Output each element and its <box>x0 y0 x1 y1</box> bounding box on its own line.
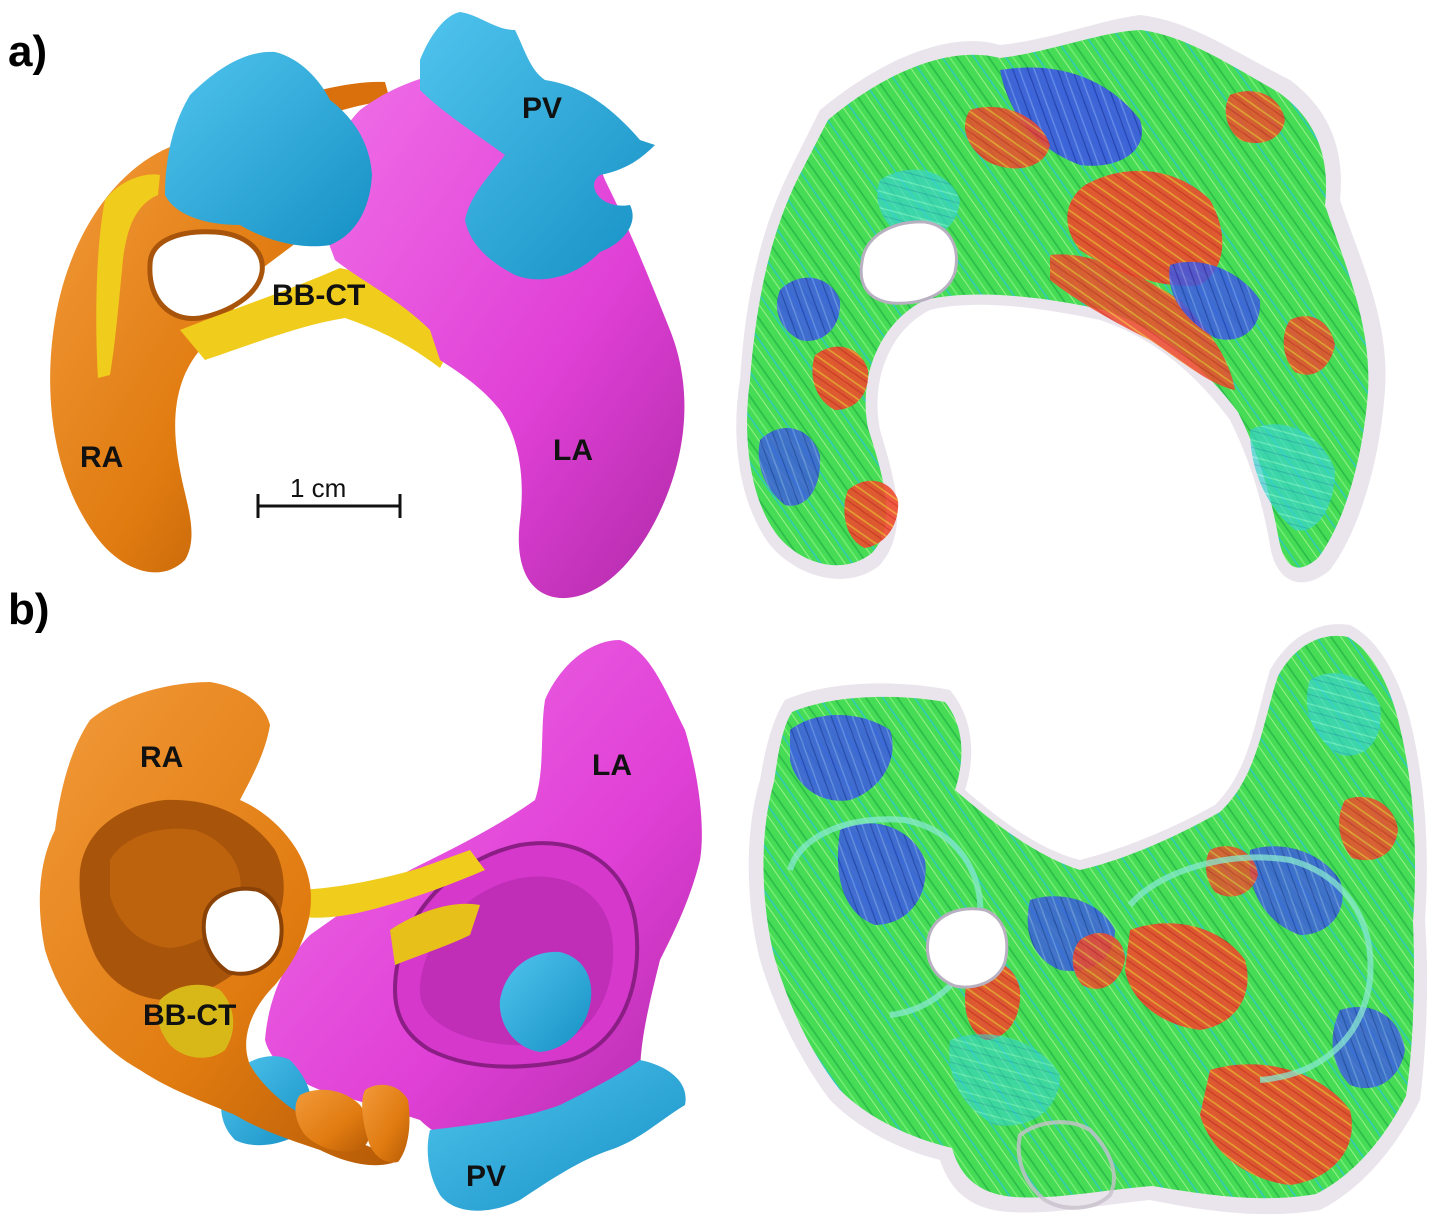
fiber-ring-left-b <box>787 816 984 1018</box>
fiber-red-patch-a3 <box>965 106 1050 169</box>
fiber-bottom-appendage-b <box>1016 1120 1116 1210</box>
fiber-hole-a <box>859 220 958 305</box>
label-la-a: LA <box>553 434 593 467</box>
fiber-cyan-patch-a1 <box>1250 424 1335 531</box>
pv-inner-b <box>499 951 592 1052</box>
pv-bottom-b <box>427 1060 686 1211</box>
fiber-blue-patch-b4 <box>1249 846 1343 935</box>
bbct-inner-b <box>390 903 480 965</box>
fiber-red-patch-b1 <box>1125 923 1248 1030</box>
panel-letter-a: a) <box>8 27 47 76</box>
panel-b-anatomy: b) RA LA BB-CT PV <box>8 585 702 1211</box>
fiber-cyan-patch-a2 <box>877 169 960 240</box>
label-pv-b: PV <box>466 1160 506 1193</box>
pv-shape-a-left <box>165 51 372 247</box>
fiber-cyan-patch-b2 <box>949 1034 1060 1126</box>
fiber-red-patch-a7 <box>1225 91 1285 144</box>
ra-hole-a <box>147 229 265 321</box>
label-bbct-b: BB-CT <box>143 999 236 1032</box>
fiber-red-patch-b4 <box>1072 932 1125 989</box>
fiber-red-patch-a1 <box>1067 170 1223 286</box>
fiber-hole-b <box>925 907 1009 989</box>
panel-a-anatomy: a) PV BB-CT RA LA 1 cm <box>8 12 685 599</box>
ra-hole-b <box>201 886 284 976</box>
fiber-red-patch-b5 <box>1339 796 1398 861</box>
ra-lower2-b <box>362 1084 410 1163</box>
bbct-shape-b <box>157 984 234 1058</box>
label-bbct-a: BB-CT <box>272 279 365 312</box>
fiber-red-patch-a6 <box>1283 316 1335 375</box>
label-la-b: LA <box>592 749 632 782</box>
fiber-red-patch-a5 <box>844 480 899 548</box>
bbct-shape-a <box>96 174 160 378</box>
fiber-blue-patch-a2 <box>776 277 841 341</box>
fiber-cyan-patch-b1 <box>1306 673 1381 756</box>
pv-shape-a-top <box>420 12 655 280</box>
fiber-blue-patch-b2 <box>837 823 926 925</box>
ra-lower-b <box>295 1089 371 1152</box>
label-pv-a: PV <box>522 92 562 125</box>
panel-a-fibers <box>736 15 1386 583</box>
panel-letter-b: b) <box>8 585 50 634</box>
fiber-blue-patch-b1 <box>790 715 893 801</box>
label-ra-b: RA <box>140 741 183 774</box>
fiber-ring-right-b <box>1127 854 1374 1083</box>
fiber-blue-patch-a4 <box>758 428 821 506</box>
fiber-red-patch-a2 <box>1050 254 1235 390</box>
fiber-blue-patch-a1 <box>1000 67 1142 166</box>
label-ra-a: RA <box>80 441 123 474</box>
fiber-red-patch-a4 <box>812 346 869 410</box>
panel-b-fibers <box>748 624 1428 1215</box>
fiber-body-a <box>747 30 1369 568</box>
fiber-red-patch-b2 <box>1200 1064 1352 1185</box>
fiber-blue-patch-a3 <box>1169 261 1261 340</box>
scale-bar-label: 1 cm <box>290 473 346 503</box>
bbct-band-b <box>290 850 485 918</box>
scale-bar: 1 cm <box>256 473 402 518</box>
